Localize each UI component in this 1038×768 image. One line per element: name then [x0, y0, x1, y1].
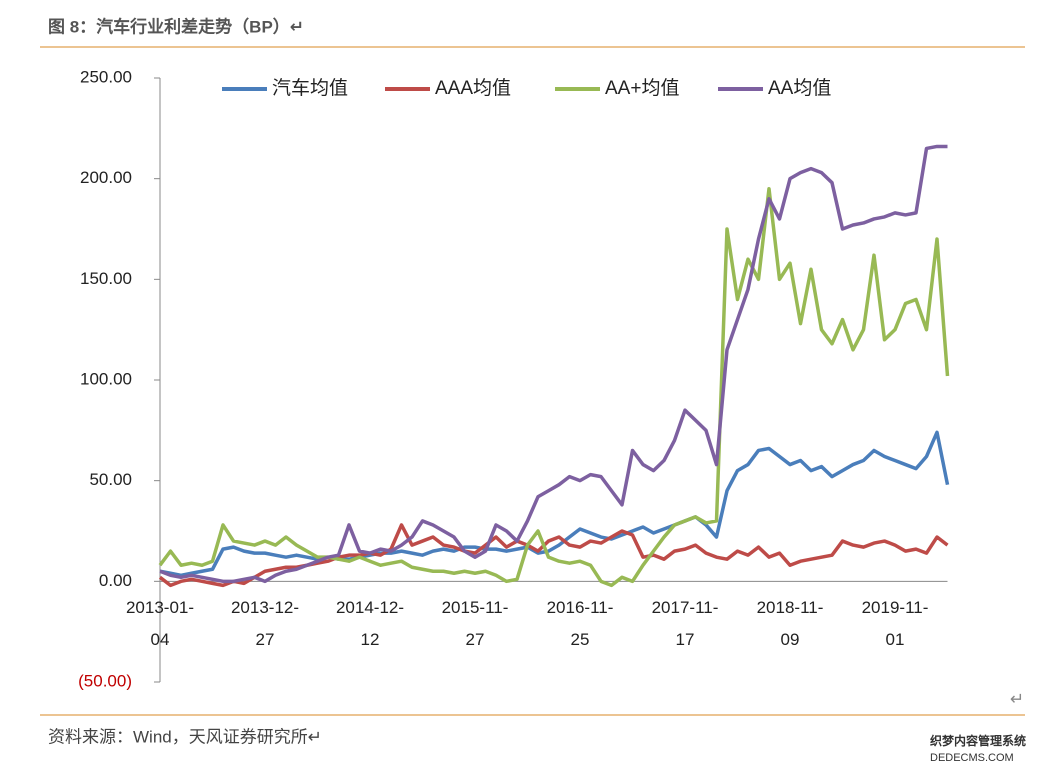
x-tick-label: 2015-11-27: [441, 598, 509, 649]
series-line: [158, 523, 949, 588]
source-note: 资料来源：Wind，天风证券研究所↵: [48, 727, 322, 746]
legend-label: AAA均值: [435, 77, 511, 99]
x-tick-label: 2017-11-17: [651, 598, 719, 649]
x-tick-label: 2013-12-27: [230, 598, 300, 649]
legend-label: 汽车均值: [272, 77, 348, 99]
series-line: [158, 186, 950, 588]
page-title: 图 8：汽车行业利差走势（BP）↵: [48, 16, 304, 36]
series-line: [159, 430, 950, 578]
x-tick-label: 2013-01-04: [125, 598, 195, 649]
series-line: [159, 144, 948, 584]
legend-label: AA+均值: [605, 77, 679, 99]
y-tick-label: 0.00: [99, 571, 132, 590]
watermark: DEDECMS.COM: [930, 752, 1014, 764]
x-tick-label: 2018-11-09: [756, 598, 824, 649]
y-tick-label: 150.00: [80, 269, 132, 288]
y-tick-label: 100.00: [80, 369, 132, 388]
y-tick-label: 200.00: [80, 168, 132, 187]
return-mark: ↵: [1010, 689, 1024, 708]
y-tick-label: 50.00: [89, 470, 132, 489]
y-tick-label: 250.00: [80, 67, 132, 86]
watermark: 织梦内容管理系统: [930, 733, 1026, 748]
x-tick-label: 2019-11-01: [861, 598, 929, 649]
legend-label: AA均值: [768, 77, 831, 99]
x-tick-label: 2016-11-25: [546, 598, 614, 649]
y-tick-label: (50.00): [78, 671, 132, 690]
x-tick-label: 2014-12-12: [335, 598, 405, 649]
